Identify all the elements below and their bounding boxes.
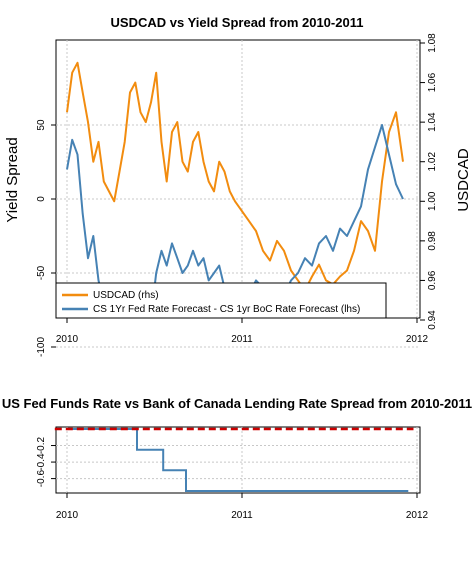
bottom-y-tick-label: -0.2 <box>36 436 47 454</box>
usdcad-line <box>66 61 404 292</box>
top-x-tick-label: 2012 <box>406 334 429 345</box>
left-tick-label: -50 <box>36 265 47 280</box>
bottom-grid <box>56 427 420 493</box>
right-tick-label: 1.06 <box>427 72 438 92</box>
legend: USDCAD (rhs) CS 1Yr Fed Rate Forecast - … <box>55 282 387 319</box>
top-chart-title: USDCAD vs Yield Spread from 2010-2011 <box>111 15 364 30</box>
right-tick-label: 1.08 <box>427 33 438 53</box>
right-tick-label: 1.02 <box>427 152 438 172</box>
rate-spread-line <box>67 428 409 492</box>
right-tick-label: 0.96 <box>427 270 438 290</box>
legend-label-spread: CS 1Yr Fed Rate Forecast - CS 1yr BoC Ra… <box>93 304 360 315</box>
right-tick-label: 1.04 <box>427 112 438 132</box>
bottom-x-tick-label: 2011 <box>231 510 253 521</box>
bottom-series <box>54 427 414 492</box>
right-tick-label: 0.98 <box>427 231 438 251</box>
top-left-axis: 50 0 -50 -100 <box>36 119 56 357</box>
bottom-x-tick-label: 2010 <box>56 510 79 521</box>
left-axis-label: Yield Spread <box>4 137 21 222</box>
top-x-tick-label: 2011 <box>231 334 253 345</box>
left-tick-label: 0 <box>36 196 47 202</box>
right-tick-label: 1.00 <box>427 191 438 211</box>
bottom-chart-title: US Fed Funds Rate vs Bank of Canada Lend… <box>2 396 472 411</box>
top-grid <box>56 40 420 348</box>
bottom-y-tick-label: -0.6 <box>36 470 47 488</box>
left-tick-label: -100 <box>36 337 47 357</box>
right-tick-label: 0.94 <box>427 310 438 330</box>
bottom-plot-frame <box>55 426 421 494</box>
bottom-x-axis: 2010 2011 2012 <box>56 492 429 521</box>
top-series <box>66 61 404 318</box>
legend-box <box>55 282 387 319</box>
top-x-tick-label: 2010 <box>56 334 79 345</box>
top-x-axis: 2010 2011 2012 <box>56 317 429 345</box>
bottom-y-tick-label: -0.4 <box>36 453 47 471</box>
right-axis-label: USDCAD <box>455 148 472 212</box>
bottom-x-tick-label: 2012 <box>406 510 429 521</box>
bottom-y-axis: -0.2-0.4-0.6 <box>36 436 56 487</box>
left-tick-label: 50 <box>36 119 47 131</box>
top-right-axis: 1.08 1.06 1.04 1.02 1.00 0.98 0.96 0.94 <box>420 33 438 330</box>
yield-spread-line <box>66 124 404 318</box>
legend-label-usdcad: USDCAD (rhs) <box>93 290 159 301</box>
